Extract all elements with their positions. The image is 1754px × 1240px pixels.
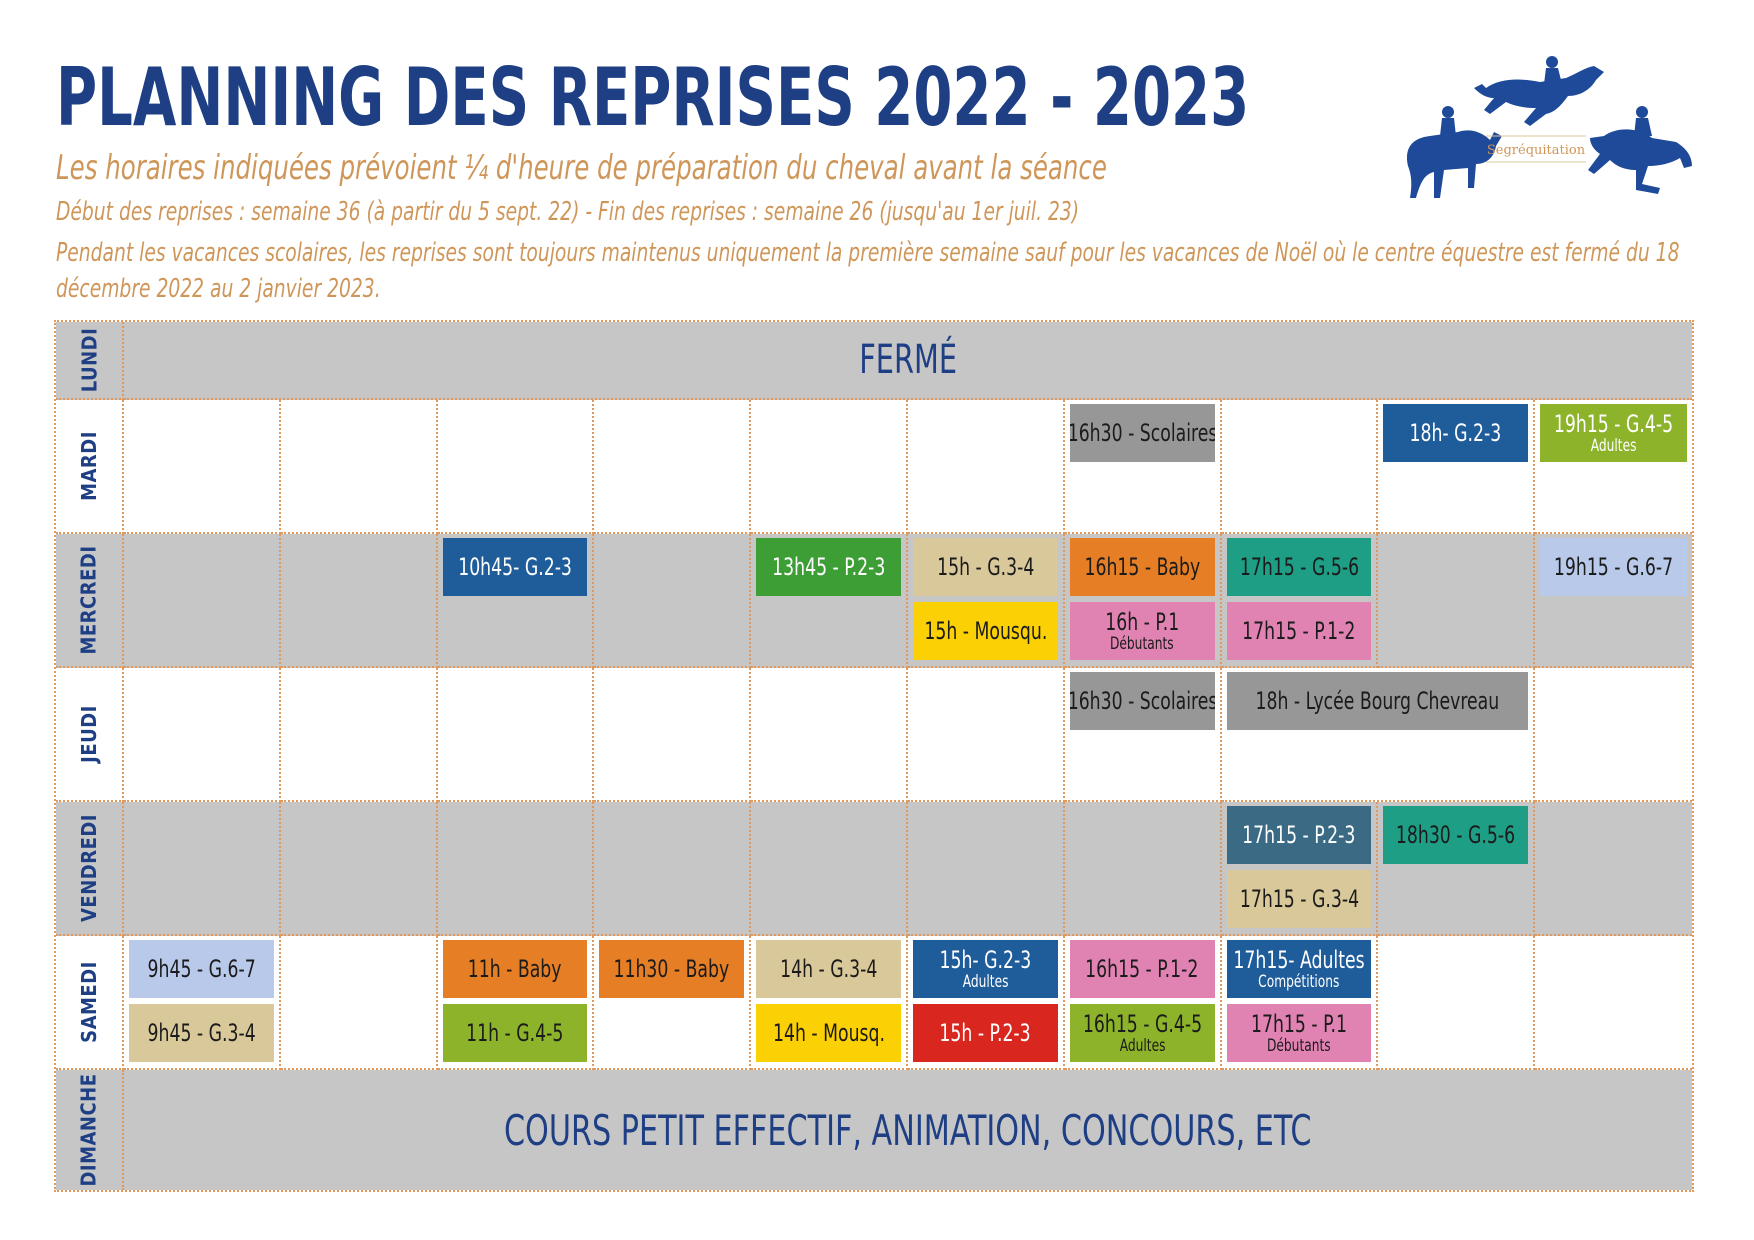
lesson-block: 15h- G.2-3 Adultes (913, 940, 1058, 998)
slot-cell (437, 802, 595, 936)
slot-cell (1535, 802, 1692, 936)
schedule-grid: LUNDI FERMÉ MARDI 16h30 - Scolaires 18h-… (54, 320, 1694, 1192)
slot-cell (1535, 936, 1692, 1070)
slot-cell (1221, 400, 1379, 534)
sunday-band: COURS PETIT EFFECTIF, ANIMATION, CONCOUR… (124, 1070, 1692, 1190)
horse-riders-icon: Segréquitation (1406, 56, 1692, 198)
slot-cell (594, 668, 752, 802)
slot-cell: 19h15 - G.6-7 (1535, 534, 1692, 668)
slot-cell (908, 400, 1065, 534)
lesson-block: 18h30 - G.5-6 (1383, 806, 1529, 864)
slot-cell (280, 534, 438, 668)
slot-cell: 18h30 - G.5-6 (1378, 802, 1536, 936)
slot-cell (280, 936, 438, 1070)
day-label-lundi: LUNDI (56, 322, 124, 400)
lesson-block: 17h15 - G.3-4 (1226, 870, 1372, 928)
lesson-block: 16h15 - P.1-2 (1069, 940, 1215, 998)
slot-cell (124, 802, 281, 936)
slot-cell: 16h30 - Scolaires (1064, 400, 1222, 534)
slot-cell: 18h - Lycée Bourg Chevreau (1221, 668, 1536, 802)
logo-text: Segréquitation (1487, 143, 1586, 158)
slot-cell (594, 534, 752, 668)
lesson-block: 9h45 - G.3-4 (129, 1004, 274, 1062)
slot-cell (280, 400, 438, 534)
slot-cell: 16h30 - Scolaires (1064, 668, 1222, 802)
slot-cell (280, 668, 438, 802)
slot-cell (594, 802, 752, 936)
lesson-block: 15h - P.2-3 (913, 1004, 1058, 1062)
lesson-block: 19h15 - G.4-5 Adultes (1540, 404, 1687, 462)
season-dates-note: Début des reprises : semaine 36 (à parti… (56, 197, 1080, 227)
slot-cell (751, 400, 908, 534)
slot-cell (594, 400, 752, 534)
logo: Segréquitation (1390, 48, 1710, 218)
lesson-block: 14h - Mousq. (756, 1004, 901, 1062)
slot-cell (751, 668, 908, 802)
slot-cell: 17h15- Adultes Compétitions 17h15 - P.1 Dé… (1221, 936, 1379, 1070)
slot-cell (1535, 668, 1692, 802)
lesson-block: 16h15 - Baby (1069, 538, 1215, 596)
slot-cell (908, 802, 1065, 936)
slot-cell (437, 400, 595, 534)
slot-cell: 9h45 - G.6-7 9h45 - G.3-4 (124, 936, 281, 1070)
day-label-mardi: MARDI (56, 400, 124, 534)
day-label-jeudi: JEUDI (56, 668, 124, 802)
lesson-block: 18h- G.2-3 (1383, 404, 1529, 462)
slot-cell (751, 802, 908, 936)
day-label-dimanche: DIMANCHE (56, 1070, 124, 1190)
lesson-block: 15h - Mousqu. (913, 602, 1058, 660)
slot-cell: 17h15 - P.2-3 17h15 - G.3-4 (1221, 802, 1379, 936)
lesson-block: 18h - Lycée Bourg Chevreau (1226, 672, 1529, 730)
lesson-block: 11h30 - Baby (599, 940, 745, 998)
day-label-vendredi: VENDREDI (56, 802, 124, 936)
lesson-block: 13h45 - P.2-3 (756, 538, 901, 596)
slot-cell: 19h15 - G.4-5 Adultes (1535, 400, 1692, 534)
slot-cell (1378, 936, 1536, 1070)
lesson-block: 16h15 - G.4-5 Adultes (1069, 1004, 1215, 1062)
slot-cell (280, 802, 438, 936)
lesson-block: 17h15 - G.5-6 (1226, 538, 1372, 596)
slot-cell (124, 534, 281, 668)
slot-cell (1378, 534, 1536, 668)
slot-cell (437, 668, 595, 802)
slot-cell (124, 400, 281, 534)
slot-cell: 10h45- G.2-3 (437, 534, 595, 668)
lesson-block: 10h45- G.2-3 (442, 538, 588, 596)
holidays-note: Pendant les vacances scolaires, les repr… (56, 238, 1680, 304)
lesson-block: 16h30 - Scolaires (1069, 404, 1215, 462)
slot-cell: 17h15 - G.5-6 17h15 - P.1-2 (1221, 534, 1379, 668)
lesson-block: 17h15 - P.1-2 (1226, 602, 1372, 660)
lesson-block: 17h15- Adultes Compétitions (1226, 940, 1372, 998)
slot-cell: 15h - G.3-4 15h - Mousqu. (908, 534, 1065, 668)
lesson-block: 11h - Baby (442, 940, 588, 998)
slot-cell: 14h - G.3-4 14h - Mousq. (751, 936, 908, 1070)
slot-cell: 11h30 - Baby (594, 936, 752, 1070)
day-label-mercredi: MERCREDI (56, 534, 124, 668)
day-label-samedi: SAMEDI (56, 936, 124, 1070)
lesson-block: 16h - P.1 Débutants (1069, 602, 1215, 660)
slot-cell: 18h- G.2-3 (1378, 400, 1536, 534)
slot-cell: 16h15 - Baby 16h - P.1 Débutants (1064, 534, 1222, 668)
lesson-block: 19h15 - G.6-7 (1540, 538, 1687, 596)
lesson-block: 9h45 - G.6-7 (129, 940, 274, 998)
slot-cell: 15h- G.2-3 Adultes 15h - P.2-3 (908, 936, 1065, 1070)
lesson-block: 11h - G.4-5 (442, 1004, 588, 1062)
lesson-block: 17h15 - P.2-3 (1226, 806, 1372, 864)
slot-cell: 13h45 - P.2-3 (751, 534, 908, 668)
slot-cell (1064, 802, 1222, 936)
lesson-block: 15h - G.3-4 (913, 538, 1058, 596)
slot-cell (908, 668, 1065, 802)
page-title: PLANNING DES REPRISES 2022 - 2023 (56, 51, 1250, 144)
lesson-block: 17h15 - P.1 Débutants (1226, 1004, 1372, 1062)
lesson-block: 16h30 - Scolaires (1069, 672, 1215, 730)
closed-band: FERMÉ (124, 322, 1692, 400)
slot-cell: 11h - Baby 11h - G.4-5 (437, 936, 595, 1070)
preparation-note: Les horaires indiquées prévoient ¼ d'heu… (56, 148, 1107, 188)
lesson-block: 14h - G.3-4 (756, 940, 901, 998)
slot-cell: 16h15 - P.1-2 16h15 - G.4-5 Adultes (1064, 936, 1222, 1070)
slot-cell (124, 668, 281, 802)
